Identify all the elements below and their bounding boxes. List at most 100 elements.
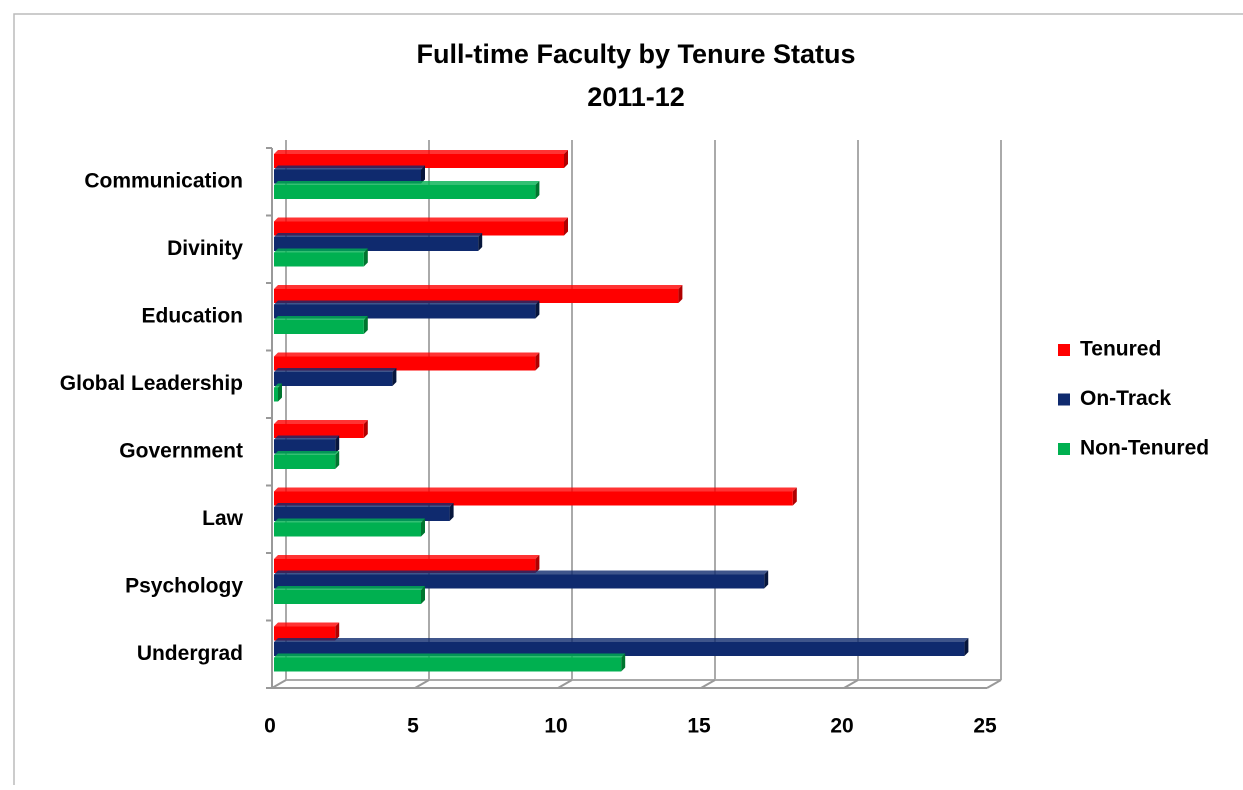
bar-side: [278, 383, 282, 402]
bar-top: [274, 435, 340, 440]
bar-side: [363, 420, 368, 438]
bar: [274, 491, 793, 506]
bar-side: [363, 316, 368, 334]
y-tick-label: Global Leadership: [60, 372, 243, 395]
bar: [274, 185, 536, 199]
bar-top: [274, 518, 425, 523]
x-tick-label: 10: [544, 715, 567, 738]
legend-swatch: [1058, 344, 1070, 356]
bar: [274, 424, 364, 438]
chart-title: Full-time Faculty by Tenure Status: [416, 39, 855, 69]
y-tick-label: Divinity: [167, 237, 243, 260]
y-tick-label: Communication: [84, 169, 243, 192]
bar-top: [274, 503, 454, 507]
bar-top: [274, 555, 540, 559]
legend-swatch: [1058, 443, 1070, 455]
bar: [274, 252, 364, 267]
bar-top: [274, 586, 425, 590]
bar-top: [274, 285, 683, 289]
bar-top: [274, 352, 540, 357]
bar: [274, 642, 965, 656]
bar-side: [535, 181, 540, 199]
bar-side: [564, 217, 568, 236]
bar-side: [421, 165, 425, 184]
bar: [274, 590, 421, 604]
legend-swatch: [1058, 393, 1070, 406]
chart-frame: [13, 13, 1243, 790]
bar-top: [274, 451, 340, 455]
bar-top: [274, 248, 368, 253]
bar: [274, 237, 479, 251]
bar: [274, 507, 450, 521]
x-tick-label: 25: [973, 715, 997, 738]
bar: [274, 221, 564, 236]
bar-top: [274, 622, 340, 627]
legend-label: Tenured: [1080, 338, 1161, 361]
bar-side: [535, 300, 540, 319]
bar-side: [449, 503, 454, 521]
y-tick-label: Law: [202, 507, 244, 530]
bar-side: [764, 570, 769, 589]
bar-top: [274, 165, 425, 170]
x-tick-label: 15: [687, 715, 711, 738]
bar-top: [274, 316, 368, 320]
x-tick-label: 5: [407, 715, 419, 738]
floor-tick: [414, 679, 430, 689]
bar-top: [274, 181, 540, 185]
bar: [274, 522, 421, 537]
bar-side: [335, 451, 340, 469]
bar: [274, 154, 564, 168]
bar: [274, 439, 336, 454]
y-tick-label: Government: [119, 439, 243, 462]
bar-top: [274, 638, 969, 642]
bar-top: [274, 653, 626, 658]
bar-top: [274, 383, 282, 388]
floor-tick: [271, 679, 287, 689]
bar: [274, 574, 765, 589]
bar: [274, 169, 421, 184]
floor-tick: [986, 679, 1002, 689]
floor-tick: [700, 679, 716, 689]
bar: [274, 657, 622, 672]
bar-side: [363, 248, 368, 267]
bar-side: [564, 150, 568, 168]
y-tick-label: Psychology: [125, 574, 243, 597]
bar-side: [335, 622, 340, 641]
bar-side: [535, 352, 540, 371]
bar-top: [274, 368, 397, 372]
bar: [274, 289, 679, 303]
bar-top: [274, 150, 568, 154]
bar-top: [274, 217, 568, 222]
bar-side: [678, 285, 683, 303]
bar: [274, 626, 336, 641]
y-tick-label: Education: [141, 304, 243, 327]
bar-side: [392, 368, 397, 386]
bar-top: [274, 570, 769, 575]
bar: [274, 320, 364, 334]
bar-side: [335, 435, 340, 454]
legend-label: Non-Tenured: [1080, 437, 1209, 460]
bar-top: [274, 420, 368, 424]
bar: [274, 356, 536, 371]
bar: [274, 455, 336, 469]
bar-side: [478, 233, 483, 251]
bar-side: [535, 555, 540, 573]
bar: [274, 372, 393, 386]
x-tick-label: 0: [264, 715, 276, 738]
bar-top: [274, 487, 797, 492]
floor-tick: [557, 679, 573, 689]
legend-label: On-Track: [1080, 387, 1171, 410]
x-tick-label: 20: [830, 715, 853, 738]
bar: [274, 304, 536, 319]
chart-subtitle: 2011-12: [587, 82, 685, 112]
bar-top: [274, 233, 483, 237]
bar-side: [964, 638, 969, 656]
bar: [274, 387, 278, 402]
bar-side: [421, 518, 425, 537]
bar-side: [621, 653, 626, 672]
bar: [274, 559, 536, 573]
bar-side: [421, 586, 425, 604]
floor-tick: [843, 679, 859, 689]
bar-top: [274, 300, 540, 305]
